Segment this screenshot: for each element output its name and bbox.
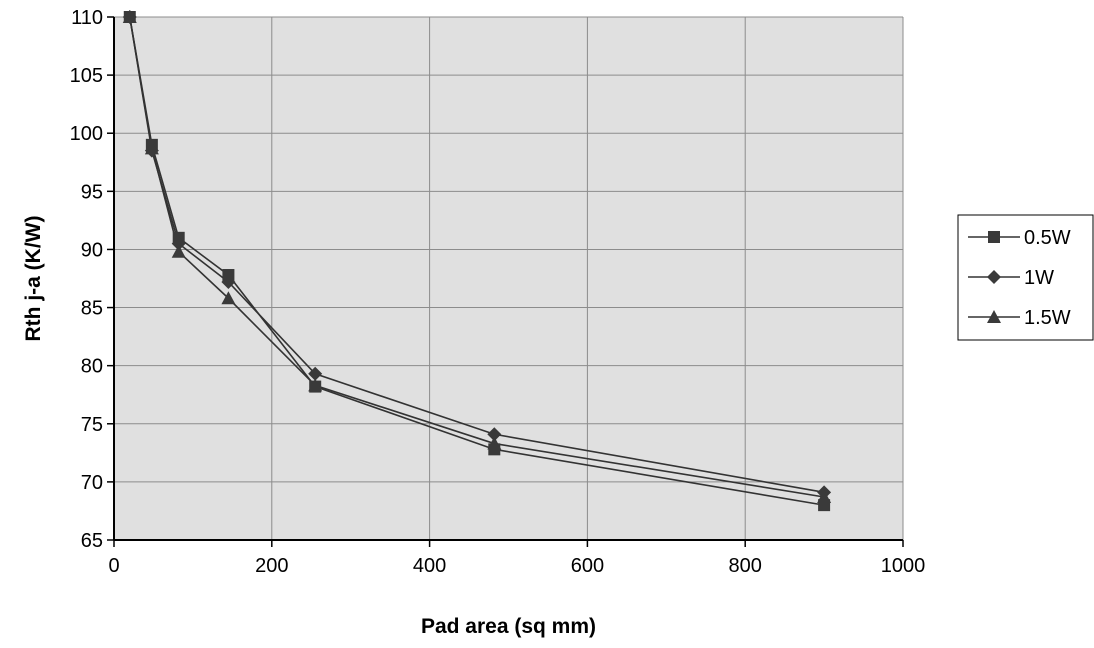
legend-label: 0.5W [1024, 227, 1071, 249]
plot-area [114, 17, 903, 540]
data-point [221, 291, 236, 305]
y-tick-label: 80 [81, 356, 103, 378]
x-tick-label: 800 [729, 555, 762, 577]
data-point [171, 236, 186, 251]
legend-item: 0.5W [968, 227, 1071, 249]
y-tick-label: 85 [81, 298, 103, 320]
data-point [308, 378, 323, 392]
legend-label: 1.5W [1024, 307, 1071, 329]
series-layer [122, 10, 832, 512]
x-tick-label: 600 [571, 555, 604, 577]
y-tick-label: 90 [81, 239, 103, 261]
x-tick-label: 200 [255, 555, 288, 577]
data-point [487, 436, 502, 450]
x-axis-title: Pad area (sq mm) [421, 615, 596, 638]
x-tick-label: 400 [413, 555, 446, 577]
legend-label: 1W [1024, 267, 1054, 289]
y-tick-label: 70 [81, 472, 103, 494]
y-tick-label: 75 [81, 414, 103, 436]
legend-item: 1.5W [968, 307, 1071, 329]
y-tick-label: 110 [71, 7, 103, 29]
data-point [817, 489, 832, 503]
data-point [487, 427, 502, 442]
y-tick-label: 95 [81, 181, 103, 203]
axes [107, 16, 904, 547]
legend: 0.5W 1W 1.5W [957, 214, 1094, 341]
y-tick-label: 65 [81, 530, 103, 552]
y-tick-label: 100 [70, 123, 103, 145]
legend-marker [987, 270, 1001, 284]
legend-marker [987, 310, 1001, 323]
data-point [221, 274, 236, 289]
data-point [144, 141, 159, 155]
data-point [171, 244, 186, 258]
tick-labels: 65 70 75 80 85 90 95 100 105 110 0 200 400 600 800 1000 [70, 7, 926, 577]
gridlines [114, 16, 904, 540]
data-point [122, 10, 137, 23]
legend-item: 1W [968, 267, 1054, 289]
x-tick-label: 1000 [881, 555, 926, 577]
y-tick-label: 105 [70, 65, 103, 87]
y-axis-title: Rth j-a (K/W) [22, 216, 45, 342]
series-markers-1.5W [122, 10, 832, 503]
data-point [308, 366, 323, 381]
legend-marker [988, 231, 1000, 243]
x-tick-label: 0 [108, 555, 119, 577]
